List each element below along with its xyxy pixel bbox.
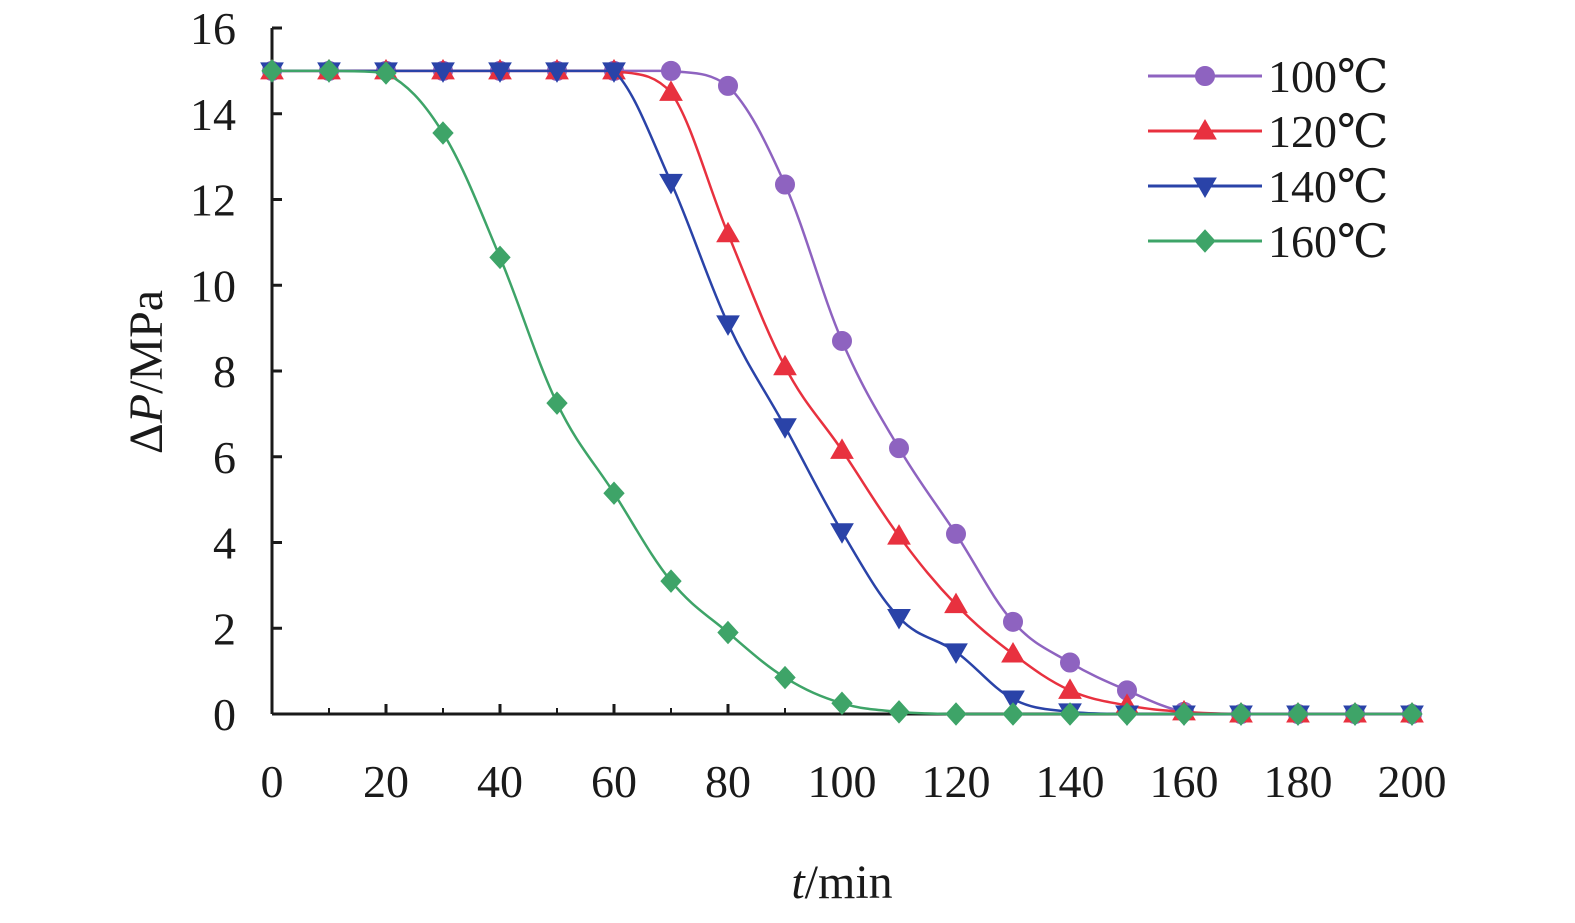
data-point-triangle-down-marker <box>545 62 569 83</box>
x-tick-label: 20 <box>363 756 409 807</box>
data-point-triangle-down-marker <box>887 609 911 630</box>
y-tick-label: 10 <box>190 260 236 311</box>
data-point-circle-marker <box>889 438 909 459</box>
x-ticks: 0 20 40 60 80 100 120 140 160 180 200 <box>261 704 1447 807</box>
data-point-triangle-down-marker <box>944 643 968 664</box>
legend-entry: 100℃ <box>1148 51 1388 102</box>
legend-label: 100℃ <box>1268 51 1388 102</box>
x-tick-label: 120 <box>922 756 991 807</box>
data-point-diamond-marker <box>1287 702 1309 726</box>
x-axis-title: t/min <box>791 856 892 909</box>
series-layer <box>260 58 1424 726</box>
data-point-diamond-marker <box>888 700 910 724</box>
data-point-circle-marker <box>718 75 738 96</box>
legend-triangle-down-marker <box>1193 177 1217 198</box>
legend-entry: 120℃ <box>1148 106 1388 157</box>
data-point-diamond-marker <box>1002 702 1024 726</box>
data-point-triangle-up-marker <box>1058 678 1082 699</box>
series-line <box>272 69 1412 716</box>
legend-entry: 140℃ <box>1148 161 1388 212</box>
data-point-circle-marker <box>946 523 966 544</box>
x-tick-label: 60 <box>591 756 637 807</box>
series-line <box>272 69 1412 716</box>
data-point-circle-marker <box>1060 652 1080 673</box>
data-point-diamond-marker <box>831 691 853 716</box>
legend-entry: 160℃ <box>1148 216 1388 267</box>
data-point-diamond-marker <box>1173 702 1195 726</box>
series-4 <box>261 59 1423 726</box>
data-point-circle-marker <box>832 330 852 351</box>
data-point-diamond-marker <box>945 702 967 726</box>
legend-circle-marker <box>1195 66 1215 86</box>
data-point-triangle-up-marker <box>944 592 968 614</box>
data-point-circle-marker <box>1003 611 1023 632</box>
data-point-diamond-marker <box>432 121 454 145</box>
y-tick-label: 4 <box>213 518 236 569</box>
data-point-diamond-marker <box>375 61 397 85</box>
data-point-triangle-up-marker <box>716 221 740 243</box>
series-1 <box>262 60 1422 724</box>
x-tick-label: 80 <box>705 756 751 807</box>
data-point-diamond-marker <box>774 665 796 690</box>
series-line <box>272 69 1412 716</box>
legend-label: 120℃ <box>1268 106 1388 157</box>
data-point-circle-marker <box>661 60 681 81</box>
data-point-triangle-up-marker <box>1001 641 1025 663</box>
y-tick-label: 12 <box>190 175 236 226</box>
y-tick-label: 8 <box>213 346 236 397</box>
data-point-triangle-down-marker <box>659 173 683 195</box>
x-tick-label: 140 <box>1036 756 1105 807</box>
data-point-diamond-marker <box>1230 702 1252 726</box>
x-tick-label: 180 <box>1264 756 1333 807</box>
data-point-triangle-down-marker <box>830 523 854 544</box>
x-tick-label: 0 <box>261 756 284 807</box>
data-point-triangle-down-marker <box>716 315 740 336</box>
x-tick-label: 160 <box>1150 756 1219 807</box>
data-point-triangle-up-marker <box>773 354 797 376</box>
data-point-triangle-down-marker <box>431 62 455 83</box>
data-point-diamond-marker <box>1344 702 1366 726</box>
legend-label: 160℃ <box>1268 216 1388 267</box>
legend-diamond-marker <box>1194 229 1216 253</box>
data-point-circle-marker <box>775 174 795 195</box>
y-axis-title: ΔP/MPa <box>120 290 173 454</box>
x-tick-label: 40 <box>477 756 523 807</box>
series-2 <box>260 58 1424 723</box>
series-3 <box>260 62 1424 726</box>
data-point-diamond-marker <box>261 59 283 83</box>
data-point-triangle-up-marker <box>887 524 911 545</box>
data-point-diamond-marker <box>318 59 340 83</box>
data-point-diamond-marker <box>660 569 682 593</box>
data-point-triangle-up-marker <box>659 80 683 101</box>
data-point-triangle-down-marker <box>488 62 512 83</box>
data-point-triangle-down-marker <box>773 418 797 439</box>
legend-label: 140℃ <box>1268 161 1388 212</box>
data-point-diamond-marker <box>489 245 511 270</box>
data-point-triangle-down-marker <box>1001 690 1025 711</box>
legend-triangle-up-marker <box>1193 119 1217 140</box>
data-point-triangle-up-marker <box>830 438 854 459</box>
y-tick-label: 6 <box>213 432 236 483</box>
data-point-diamond-marker <box>717 620 739 645</box>
y-tick-label: 16 <box>190 3 236 54</box>
data-point-diamond-marker <box>1059 702 1081 726</box>
x-tick-label: 200 <box>1378 756 1447 807</box>
data-point-diamond-marker <box>1401 702 1423 726</box>
y-tick-label: 0 <box>213 689 236 740</box>
data-point-diamond-marker <box>546 391 568 415</box>
y-tick-label: 14 <box>190 89 236 140</box>
y-tick-label: 2 <box>213 603 236 654</box>
y-ticks: 0 2 4 6 8 10 12 14 16 <box>190 3 282 740</box>
data-point-diamond-marker <box>603 481 625 505</box>
data-point-triangle-down-marker <box>602 62 626 83</box>
series-line <box>272 69 1412 716</box>
x-tick-label: 100 <box>808 756 877 807</box>
data-point-diamond-marker <box>1116 702 1138 726</box>
